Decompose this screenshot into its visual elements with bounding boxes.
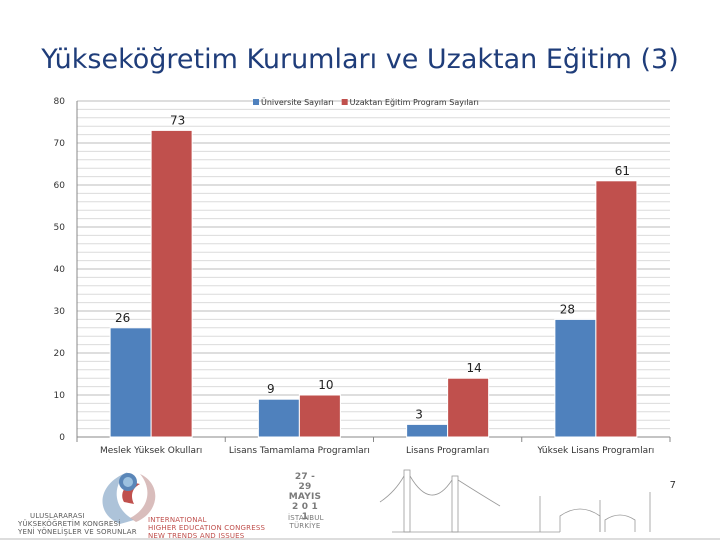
- y-tick-label: 30: [54, 307, 66, 317]
- y-tick-label: 60: [54, 181, 66, 191]
- legend: Üniversite Sayıları Uzaktan Eğitim Progra…: [253, 97, 479, 107]
- congress-city: İSTANBUL TÜRKİYE: [288, 514, 324, 530]
- y-tick-label: 50: [54, 223, 66, 233]
- y-axis: 0 10 20 30 40 50 60 70 80: [54, 97, 78, 443]
- data-label: 9: [267, 382, 275, 396]
- congress-logo-icon: [102, 472, 156, 524]
- x-tick-label: Lisans Programları: [406, 446, 489, 456]
- y-tick-label: 40: [54, 265, 66, 275]
- bar: [257, 398, 300, 438]
- data-label: 61: [615, 164, 630, 178]
- page-number: 7: [669, 480, 676, 491]
- congress-dates: 27 - 29 MAYIS 2 0 1 1: [288, 472, 322, 522]
- footer-line: İSTANBUL: [288, 514, 324, 522]
- data-label: 26: [115, 311, 130, 325]
- congress-name-en: INTERNATIONAL HIGHER EDUCATION CONGRESS …: [148, 516, 265, 540]
- legend-label: Üniversite Sayıları: [261, 97, 334, 107]
- bar-chart: 0 10 20 30 40 50 60 70 80 Meslek Yüksek Okulları…: [54, 97, 671, 456]
- congress-footer: ULUSLARARASI YÜKSEKÖĞRETİM KONGRESİ YENİ…: [0, 462, 720, 540]
- bar: [447, 377, 490, 438]
- bars: 26 9 3 28 73 10 14 61: [109, 113, 638, 438]
- y-tick-label: 20: [54, 349, 66, 359]
- footer-line: YENİ YÖNELİŞLER VE SORUNLAR: [18, 528, 137, 536]
- data-label: 3: [415, 407, 423, 421]
- x-tick-label: Lisans Tamamlama Programları: [229, 446, 370, 456]
- footer-line: NEW TRENDS AND ISSUES: [148, 532, 245, 540]
- bar: [298, 394, 341, 438]
- y-tick-label: 70: [54, 139, 66, 149]
- legend-swatch: [341, 99, 348, 105]
- footer-line: 27 - 29: [294, 472, 316, 492]
- footer-line: INTERNATIONAL: [148, 516, 207, 524]
- legend-swatch: [253, 99, 259, 105]
- bar: [595, 180, 638, 438]
- y-tick-label: 10: [54, 391, 66, 401]
- x-tick-label: Yüksek Lisans Programları: [536, 446, 654, 456]
- bar: [554, 318, 597, 438]
- page-title: Yükseköğretim Kurumları ve Uzaktan Eğiti…: [41, 44, 679, 75]
- y-tick-label: 80: [54, 97, 66, 107]
- congress-name-tr: ULUSLARARASI YÜKSEKÖĞRETİM KONGRESİ YENİ…: [18, 512, 137, 536]
- footer-line: TÜRKİYE: [289, 522, 321, 530]
- bar: [406, 423, 449, 438]
- footer-line: ULUSLARARASI: [30, 512, 85, 520]
- x-axis: Meslek Yüksek Okulları Lisans Tamamlama P…: [76, 436, 671, 456]
- bar: [109, 327, 152, 438]
- footer-line: MAYIS: [288, 492, 322, 502]
- bar: [150, 129, 193, 438]
- footer-line: 2 0 1 1: [291, 502, 319, 522]
- x-tick-label: Meslek Yüksek Okulları: [100, 446, 202, 456]
- data-label: 14: [466, 361, 481, 375]
- data-label: 28: [560, 302, 575, 316]
- legend-label: Uzaktan Eğitim Program Sayıları: [350, 98, 479, 107]
- footer-line: YÜKSEKÖĞRETİM KONGRESİ: [18, 520, 121, 528]
- y-tick-label: 0: [59, 433, 65, 443]
- data-label: 10: [318, 378, 333, 392]
- footer-artwork: [0, 469, 720, 540]
- footer-line: HIGHER EDUCATION CONGRESS: [148, 524, 266, 532]
- istanbul-skyline-icon: [379, 469, 651, 533]
- data-label: 73: [170, 113, 185, 127]
